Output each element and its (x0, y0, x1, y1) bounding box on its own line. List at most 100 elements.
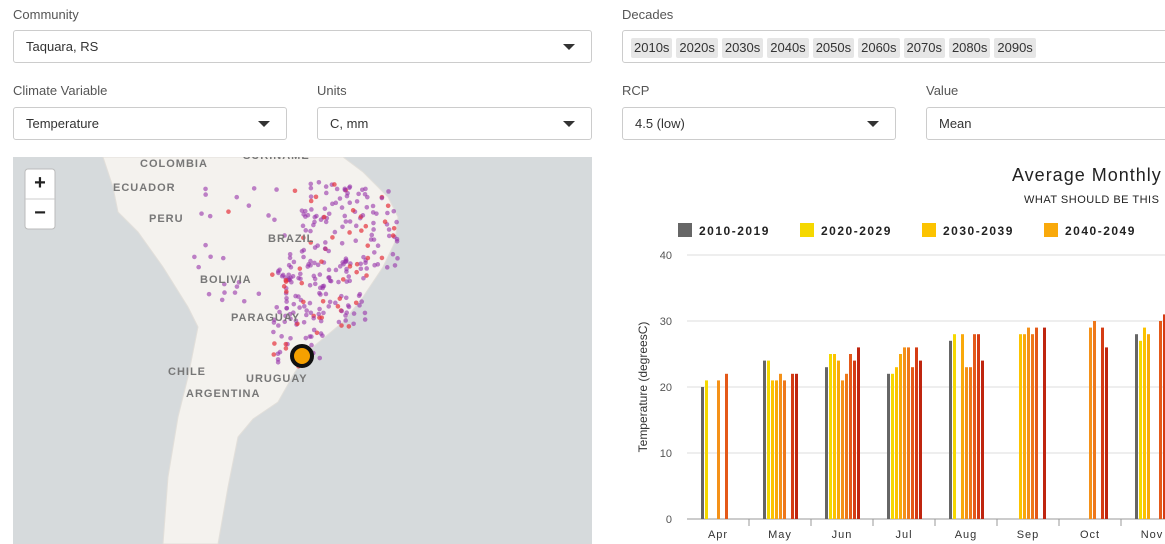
decade-chip[interactable]: 2040s (767, 38, 809, 58)
map-point[interactable] (206, 291, 212, 297)
map-point[interactable] (379, 255, 385, 261)
map-point[interactable] (323, 184, 329, 189)
map-point[interactable] (351, 321, 356, 327)
map-point[interactable] (298, 271, 303, 277)
map-point[interactable] (316, 179, 322, 185)
map-point[interactable] (322, 246, 328, 251)
map-point[interactable] (301, 254, 306, 260)
map-point[interactable] (391, 225, 397, 231)
map-point[interactable] (357, 303, 362, 308)
map-point[interactable] (342, 186, 348, 192)
map-point[interactable] (386, 189, 391, 194)
map-point[interactable] (306, 262, 311, 267)
map-point[interactable] (361, 254, 366, 260)
decade-chip[interactable]: 2030s (721, 38, 764, 58)
map-point[interactable] (372, 262, 377, 268)
decade-chip[interactable]: 2080s (948, 38, 991, 58)
map-point[interactable] (272, 217, 277, 223)
map-point[interactable] (283, 277, 289, 283)
map-point[interactable] (234, 194, 240, 200)
map-point[interactable] (385, 203, 391, 209)
map-point[interactable] (283, 341, 289, 347)
map-point[interactable] (340, 277, 346, 282)
map-point[interactable] (364, 204, 370, 210)
map-point[interactable] (323, 219, 329, 225)
map-point[interactable] (333, 267, 339, 273)
decade-chip[interactable]: 2050s (812, 38, 855, 58)
map-point[interactable] (279, 273, 285, 279)
map-point[interactable] (316, 311, 322, 317)
map-point[interactable] (344, 279, 350, 284)
map-point[interactable] (342, 213, 348, 219)
map-point[interactable] (359, 299, 365, 304)
map-point[interactable] (271, 329, 276, 335)
map-point[interactable] (300, 223, 306, 229)
map-point[interactable] (369, 232, 375, 238)
map-point[interactable] (301, 235, 306, 241)
map-point[interactable] (284, 305, 290, 311)
map-point[interactable] (350, 208, 356, 213)
map-point[interactable] (303, 214, 308, 219)
map-point[interactable] (281, 284, 287, 289)
map-point[interactable] (347, 219, 353, 224)
map[interactable]: COLOMBIA SURINAME ECUADOR PERU BRAZIL BO… (13, 157, 592, 544)
map-point[interactable] (343, 219, 349, 224)
map-point[interactable] (302, 304, 307, 309)
map-point[interactable] (203, 186, 208, 192)
map-point[interactable] (330, 235, 335, 240)
decade-chip[interactable]: 2060s (858, 38, 900, 58)
map-point[interactable] (308, 240, 314, 245)
map-point[interactable] (353, 223, 359, 229)
map-point[interactable] (293, 293, 298, 299)
map-point[interactable] (386, 233, 392, 239)
map-point[interactable] (361, 275, 366, 281)
map-point[interactable] (276, 270, 281, 276)
map-point[interactable] (313, 194, 319, 200)
map-point[interactable] (324, 190, 329, 196)
map-point[interactable] (314, 213, 319, 219)
map-point[interactable] (323, 291, 329, 297)
map-point[interactable] (343, 295, 349, 301)
map-point[interactable] (282, 319, 288, 325)
map-point[interactable] (282, 233, 287, 238)
map-point[interactable] (318, 318, 324, 324)
map-point[interactable] (330, 201, 335, 207)
map-point[interactable] (291, 259, 297, 265)
map-point[interactable] (283, 313, 288, 319)
map-point[interactable] (385, 210, 390, 216)
map-point[interactable] (340, 224, 345, 230)
map-point[interactable] (362, 317, 368, 322)
zoom-in[interactable]: + (34, 172, 46, 194)
map-point[interactable] (336, 319, 342, 325)
map-point[interactable] (335, 304, 341, 309)
map-point[interactable] (370, 203, 376, 209)
map-point[interactable] (344, 193, 350, 199)
map-point[interactable] (358, 266, 364, 272)
map-point[interactable] (362, 310, 368, 316)
map-point[interactable] (356, 191, 361, 197)
map-point[interactable] (375, 243, 381, 249)
map-point[interactable] (326, 211, 332, 217)
map-point[interactable] (339, 323, 344, 328)
map-point[interactable] (333, 300, 338, 306)
map-point[interactable] (276, 323, 281, 328)
map-point[interactable] (299, 280, 305, 286)
rcp-select[interactable]: 4.5 (low) (622, 107, 896, 140)
map-point[interactable] (346, 274, 352, 279)
map-point[interactable] (308, 194, 314, 199)
map-point[interactable] (343, 318, 348, 323)
map-point[interactable] (347, 200, 353, 205)
map-point[interactable] (284, 295, 289, 301)
map-point[interactable] (272, 341, 277, 346)
map-point[interactable] (284, 299, 289, 304)
map-point[interactable] (346, 304, 352, 310)
map-point[interactable] (274, 305, 280, 310)
units-select[interactable]: C, mm (317, 107, 592, 140)
map-point[interactable] (320, 333, 325, 338)
map-point[interactable] (288, 335, 293, 341)
map-point[interactable] (384, 265, 390, 270)
map-point[interactable] (304, 312, 309, 318)
map-point[interactable] (297, 305, 302, 310)
map-point[interactable] (286, 262, 292, 268)
map-point[interactable] (256, 291, 262, 297)
